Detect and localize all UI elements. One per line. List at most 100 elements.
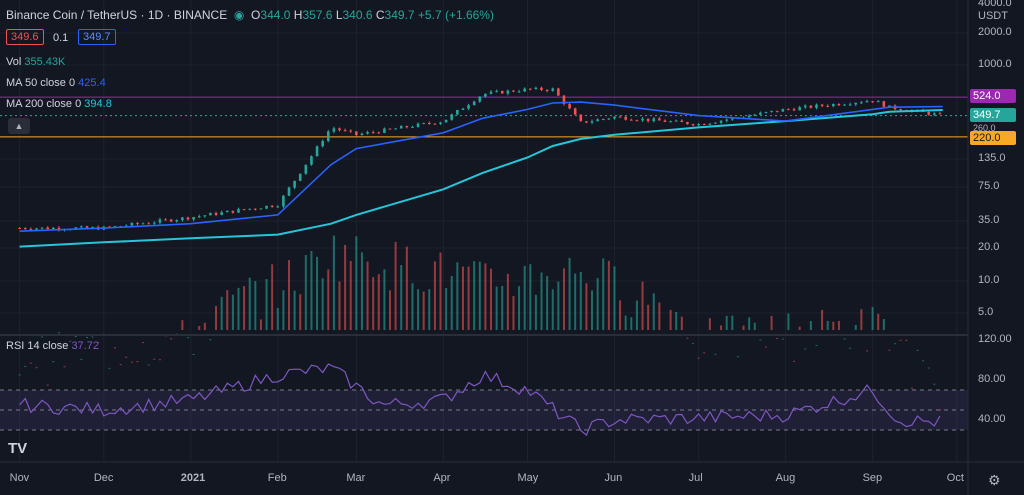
symbol-name[interactable]: Binance Coin / TetherUS xyxy=(6,8,138,22)
candle-body xyxy=(40,227,44,229)
candle-body xyxy=(719,120,723,123)
volume-bar xyxy=(843,338,846,340)
volume-bar xyxy=(400,265,403,330)
volume-bar xyxy=(635,300,638,330)
collapse-icon[interactable]: ▲ xyxy=(8,118,30,134)
candle-body xyxy=(882,101,886,107)
candle-body xyxy=(153,222,156,224)
candle-body xyxy=(231,210,235,213)
candle-body xyxy=(332,128,336,132)
ohlc-h-label: H xyxy=(293,8,303,22)
currency-label[interactable]: USDT xyxy=(978,10,1008,22)
volume-bar xyxy=(192,354,195,356)
volume-bar xyxy=(888,349,891,351)
candle-body xyxy=(399,126,403,129)
time-axis-label: Oct xyxy=(946,472,964,484)
price-axis-label: 20.0 xyxy=(978,241,1000,253)
ma50-line xyxy=(19,101,943,232)
ma50-legend[interactable]: MA 50 close 0 425.4 xyxy=(6,77,106,89)
volume-bar xyxy=(254,281,257,330)
volume-bar xyxy=(832,321,835,330)
partial-price-tag: 260.0 xyxy=(973,123,996,133)
price-axis-label: 2000.0 xyxy=(978,26,1012,38)
time-axis-label: Nov xyxy=(9,472,30,484)
volume-bar xyxy=(186,337,189,339)
interval[interactable]: 1D xyxy=(147,8,164,22)
candle-body xyxy=(355,131,358,136)
buy-button[interactable]: 349.7 xyxy=(78,29,116,45)
candle-body xyxy=(562,95,566,105)
candle-body xyxy=(798,107,801,111)
candle-body xyxy=(444,119,448,123)
volume-bar xyxy=(630,317,633,330)
candle-body xyxy=(124,225,128,227)
candle-body xyxy=(573,108,577,115)
volume-bar xyxy=(293,290,296,330)
candle-body xyxy=(383,128,386,133)
volume-bar xyxy=(332,235,335,330)
volume-bar xyxy=(793,360,796,362)
volume-bar xyxy=(736,356,739,358)
candle-body xyxy=(461,108,465,111)
candle-body xyxy=(254,208,257,210)
candle-body xyxy=(646,118,650,122)
volume-bar xyxy=(596,278,599,330)
ma200-line xyxy=(19,109,943,248)
candle-body xyxy=(366,132,369,134)
volume-bar xyxy=(703,352,706,354)
sell-button[interactable]: 349.6 xyxy=(6,29,44,45)
candle-body xyxy=(478,96,482,102)
volume-bar xyxy=(209,339,212,341)
volume-bar xyxy=(669,309,672,330)
candle-body xyxy=(141,223,145,225)
candle-body xyxy=(427,123,431,125)
tradingview-logo[interactable]: TV xyxy=(8,440,28,457)
volume-bar xyxy=(899,339,902,341)
candle-body xyxy=(731,117,734,120)
volume-bar xyxy=(439,252,442,330)
candle-body xyxy=(91,227,94,229)
rsi-value: 37.72 xyxy=(71,340,99,352)
volume-bar xyxy=(461,266,464,330)
volume-bar xyxy=(748,317,751,330)
time-axis-label: May xyxy=(517,472,539,484)
last-price-tag: 349.7 xyxy=(970,108,1016,122)
price-axis-label: 40.00 xyxy=(978,413,1006,425)
gear-icon[interactable]: ⚙ xyxy=(988,472,1001,488)
volume-bar xyxy=(24,365,27,367)
volume-bar xyxy=(585,283,588,330)
candle-body xyxy=(175,220,179,222)
volume-bar xyxy=(602,258,605,330)
candle-body xyxy=(52,227,55,230)
volume-bar xyxy=(136,361,139,363)
volume-bar xyxy=(495,286,498,330)
ma200-label: MA 200 close 0 xyxy=(6,98,82,110)
candle-body xyxy=(29,229,33,231)
volume-bar xyxy=(551,289,554,330)
rsi-legend[interactable]: RSI 14 close 37.72 xyxy=(6,340,99,352)
price-axis-label: 75.0 xyxy=(978,180,1000,192)
candle-body xyxy=(203,215,207,217)
ma200-legend[interactable]: MA 200 close 0 394.8 xyxy=(6,98,112,110)
market-status-icon: ◉ xyxy=(233,8,245,22)
volume-bar xyxy=(142,342,145,344)
volume-bar xyxy=(57,332,60,334)
volume-bar xyxy=(125,356,128,358)
volume-bar xyxy=(287,260,290,330)
vol-legend[interactable]: Vol 355.43K xyxy=(6,56,65,68)
volume-bar xyxy=(108,367,111,369)
candle-body xyxy=(242,209,246,211)
volume-bar xyxy=(568,257,571,330)
ma50-label: MA 50 close 0 xyxy=(6,77,76,89)
candle-body xyxy=(568,104,571,109)
volume-bar xyxy=(787,313,790,330)
candle-body xyxy=(512,90,515,92)
volume-bar xyxy=(821,309,824,330)
volume-bar xyxy=(304,255,307,330)
candle-body xyxy=(686,122,689,125)
candle-body xyxy=(293,180,296,188)
candle-body xyxy=(781,109,785,112)
volume-bar xyxy=(781,338,784,340)
candle-body xyxy=(214,212,218,215)
